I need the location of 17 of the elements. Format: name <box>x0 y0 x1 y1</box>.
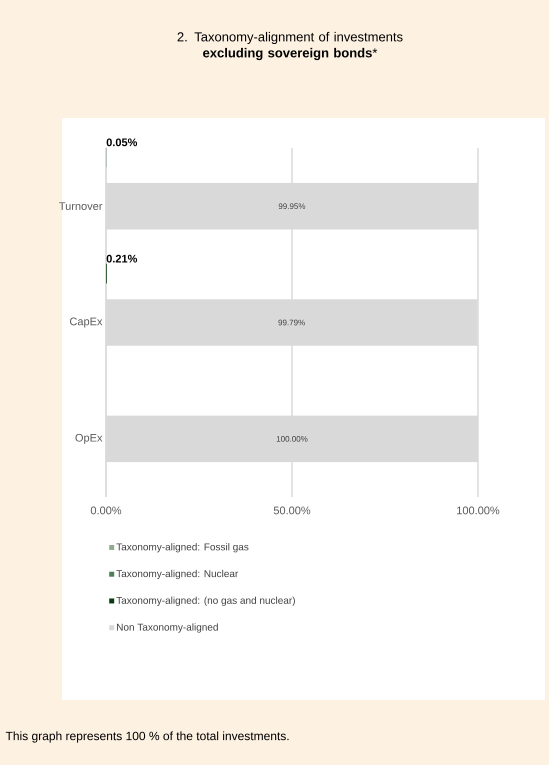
legend-label: Taxonomy-aligned: Nuclear <box>116 570 238 580</box>
y-tick-label: Turnover <box>59 202 102 210</box>
data-label: 0.21% <box>106 254 138 263</box>
legend-label: Taxonomy-aligned: (no gas and nuclear) <box>116 596 295 606</box>
x-tick-label: 100.00% <box>457 506 500 514</box>
chart-title: 2. Taxonomy-alignment of investments excluding sovereign bonds* <box>178 32 403 60</box>
legend-label: Non Taxonomy-aligned <box>117 623 218 633</box>
y-tick-label: CapEx <box>70 318 102 328</box>
data-label: 0.05% <box>106 138 138 146</box>
y-tick-label: OpEx <box>75 434 102 444</box>
legend-label: Taxonomy-aligned: Fossil gas <box>116 543 248 552</box>
x-tick-label: 50.00% <box>274 506 310 514</box>
text: This graph represents 100 % of the total investments. <box>6 731 289 743</box>
data-label: 99.79% <box>278 320 305 326</box>
data-label: 99.95% <box>278 203 306 210</box>
x-tick-label: 0.00% <box>90 506 122 514</box>
data-label: 100.00% <box>276 436 308 442</box>
